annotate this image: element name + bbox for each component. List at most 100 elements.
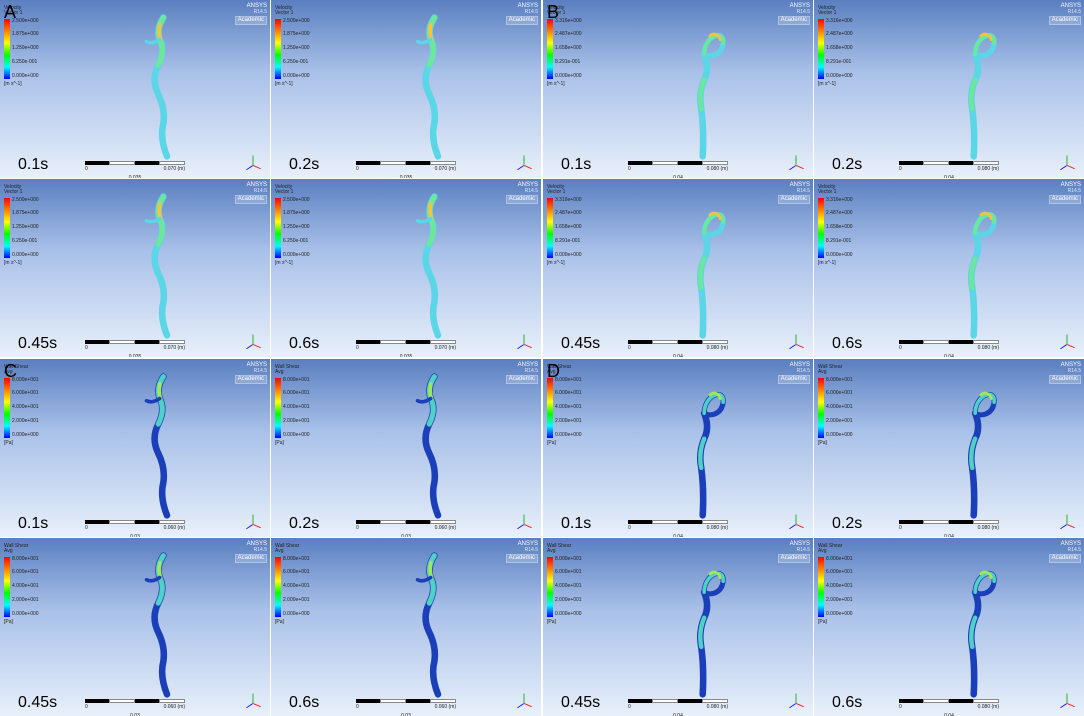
simulation-panel: ANSYS R14.5 AcademicWall ShearAvg8.000e+… xyxy=(543,359,813,537)
axes-triad xyxy=(513,150,535,172)
ansys-version: R14.5 xyxy=(1049,10,1081,16)
scalebar-unit: (m) xyxy=(449,166,457,172)
scalebar-unit: (m) xyxy=(178,704,186,710)
legend-tick: 2.000e+001 xyxy=(555,419,582,424)
time-label: 0.2s xyxy=(289,156,319,174)
vessel-render xyxy=(917,373,1030,519)
ansys-version: R14.5 xyxy=(1049,548,1081,554)
legend-title-2: Vector 1 xyxy=(818,10,836,16)
legend-tick: 8.000e+001 xyxy=(826,557,853,562)
ansys-watermark: ANSYS R14.5 Academic xyxy=(778,362,810,384)
color-legend: Wall ShearAvg 8.000e+0016.000e+0014.000e+… xyxy=(547,544,582,625)
axes-triad xyxy=(785,509,807,531)
legend-ticks: 3.316e+0002.487e+0001.658e+0008.291e-001… xyxy=(826,198,853,258)
legend-tick: 0.000e+000 xyxy=(826,74,853,79)
scalebar-mid: 0.035 xyxy=(400,175,413,178)
legend-tick: 2.500e+000 xyxy=(283,19,310,24)
scalebar-labels: 0 0.070 (m) xyxy=(85,166,185,172)
scalebar-unit: (m) xyxy=(992,166,1000,172)
legend-colorbar xyxy=(275,378,281,438)
scalebar-labels: 0 0.080 (m) xyxy=(899,704,999,710)
legend-tick: 3.316e+000 xyxy=(826,198,853,203)
quadrant-a: AANSYS R14.5 AcademicVelocityVector 12.5… xyxy=(0,0,541,357)
legend-tick: 6.000e+001 xyxy=(826,570,853,575)
scalebar-labels: 0 0.080 (m) xyxy=(628,345,728,351)
legend-ticks: 8.000e+0016.000e+0014.000e+0012.000e+001… xyxy=(555,378,582,438)
ansys-watermark: ANSYS R14.5 Academic xyxy=(778,3,810,25)
legend-colorbar xyxy=(547,378,553,438)
simulation-panel: ANSYS R14.5 AcademicWall ShearAvg8.000e+… xyxy=(543,538,813,716)
axes-triad xyxy=(785,329,807,351)
ansys-version: R14.5 xyxy=(506,10,538,16)
legend-unit: [Pa] xyxy=(275,440,310,446)
axes-triad xyxy=(1056,509,1078,531)
legend-title-2: Avg xyxy=(275,369,284,375)
legend-colorbar xyxy=(275,198,281,258)
legend-title: Wall ShearAvg xyxy=(547,544,582,555)
legend-tick: 1.658e+000 xyxy=(826,46,853,51)
axes-triad xyxy=(1056,329,1078,351)
legend-title: Wall ShearAvg xyxy=(4,544,39,555)
scalebar-unit: (m) xyxy=(178,345,186,351)
legend-tick: 2.487e+000 xyxy=(826,32,853,37)
legend-tick: 4.000e+001 xyxy=(826,405,853,410)
scale-bar: 0 0.060 (m) 0.03 xyxy=(356,520,456,531)
scalebar-segments xyxy=(85,699,185,703)
scalebar-unit: (m) xyxy=(721,704,729,710)
legend-unit: [Pa] xyxy=(275,619,310,625)
legend-unit: [Pa] xyxy=(547,440,582,446)
legend-tick: 2.000e+001 xyxy=(283,598,310,603)
scalebar-right: 0.070 xyxy=(164,345,177,351)
scalebar-segments xyxy=(85,520,185,524)
scalebar-unit: (m) xyxy=(449,345,457,351)
time-label: 0.2s xyxy=(289,515,319,533)
ansys-note: Academic xyxy=(506,554,538,563)
scalebar-unit: (m) xyxy=(178,525,186,531)
scalebar-right: 0.080 xyxy=(707,345,720,351)
legend-tick: 0.000e+000 xyxy=(12,74,39,79)
legend-tick: 0.000e+000 xyxy=(826,612,853,617)
scalebar-right: 0.080 xyxy=(978,345,991,351)
legend-tick: 1.250e+000 xyxy=(12,225,39,230)
legend-tick: 6.000e+001 xyxy=(555,391,582,396)
ansys-watermark: ANSYS R14.5 Academic xyxy=(235,182,267,204)
legend-tick: 0.000e+000 xyxy=(12,433,39,438)
scalebar-left: 0 xyxy=(628,166,631,172)
simulation-panel: ANSYS R14.5 AcademicVelocityVector 13.31… xyxy=(814,179,1084,357)
quadrant-d: DANSYS R14.5 AcademicWall ShearAvg8.000e… xyxy=(543,359,1084,716)
quadrant-b: BANSYS R14.5 AcademicVelocityVector 13.3… xyxy=(543,0,1084,357)
axes-triad xyxy=(242,509,264,531)
color-legend: VelocityVector 12.500e+0001.875e+0001.25… xyxy=(275,185,310,266)
scalebar-left: 0 xyxy=(628,704,631,710)
scale-bar: 0 0.070 (m) 0.035 xyxy=(85,161,185,172)
legend-tick: 8.000e+001 xyxy=(283,557,310,562)
scalebar-mid: 0.03 xyxy=(130,534,140,537)
legend-ticks: 2.500e+0001.875e+0001.250e+0006.250e-001… xyxy=(283,198,310,258)
axes-triad xyxy=(242,688,264,710)
legend-ticks: 8.000e+0016.000e+0014.000e+0012.000e+001… xyxy=(555,557,582,617)
legend-tick: 1.875e+000 xyxy=(12,32,39,37)
legend-tick: 0.000e+000 xyxy=(283,433,310,438)
scalebar-left: 0 xyxy=(899,704,902,710)
scalebar-unit: (m) xyxy=(721,166,729,172)
time-label: 0.45s xyxy=(561,335,600,353)
scalebar-labels: 0 0.080 (m) xyxy=(899,166,999,172)
legend-ticks: 2.500e+0001.875e+0001.250e+0006.250e-001… xyxy=(283,19,310,79)
ansys-note: Academic xyxy=(235,554,267,563)
scalebar-unit: (m) xyxy=(992,704,1000,710)
legend-colorbar xyxy=(275,19,281,79)
legend-title-2: Vector 1 xyxy=(275,189,293,195)
ansys-version: R14.5 xyxy=(506,548,538,554)
axes-triad xyxy=(513,329,535,351)
legend-unit: [Pa] xyxy=(4,440,39,446)
ansys-version: R14.5 xyxy=(778,548,810,554)
scalebar-mid: 0.035 xyxy=(129,354,142,357)
legend-title: VelocityVector 1 xyxy=(818,185,853,196)
time-label: 0.6s xyxy=(289,694,319,712)
vessel-render xyxy=(374,14,487,160)
scale-bar: 0 0.060 (m) 0.03 xyxy=(85,520,185,531)
color-legend: Wall ShearAvg8.000e+0016.000e+0014.000e+… xyxy=(4,544,39,625)
legend-colorbar xyxy=(4,198,10,258)
legend-colorbar xyxy=(547,198,553,258)
ansys-note: Academic xyxy=(778,375,810,384)
